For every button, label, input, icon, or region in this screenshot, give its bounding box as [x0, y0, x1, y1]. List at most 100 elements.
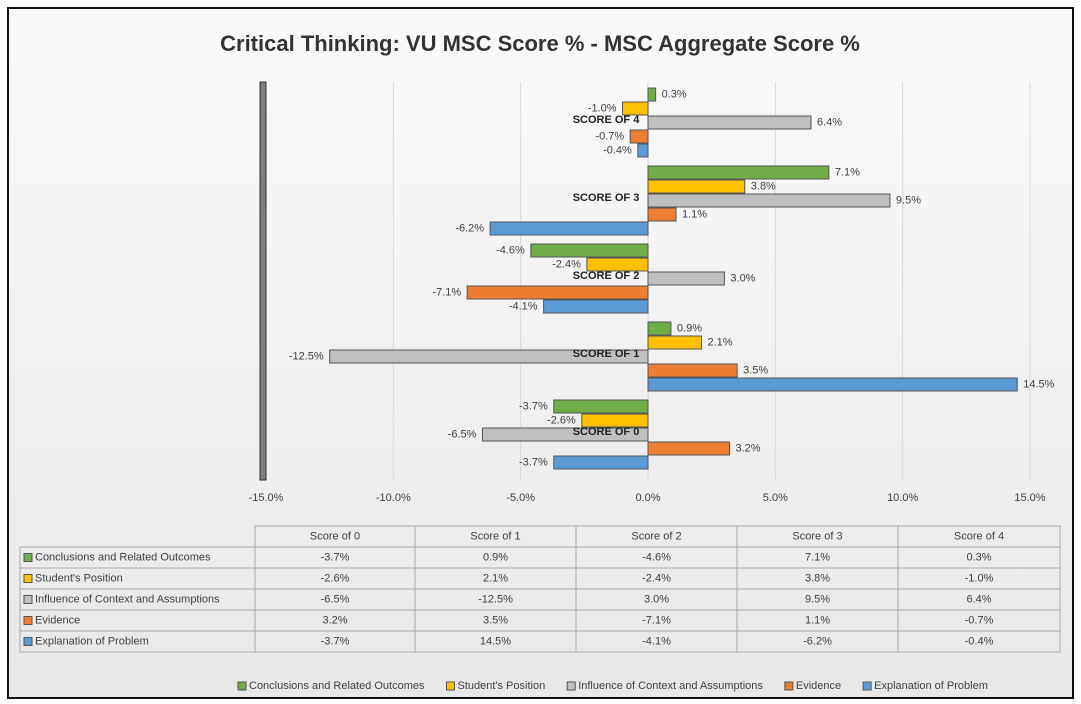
legend-key	[23, 616, 33, 625]
legend-label: Student's Position	[457, 680, 545, 692]
table-cell: -7.1%	[642, 614, 671, 626]
table-row-label: Conclusions and Related Outcomes	[35, 551, 211, 563]
value-label: 3.5%	[743, 364, 768, 376]
table-header: Score of 3	[792, 530, 842, 542]
value-label: -12.5%	[289, 350, 324, 362]
x-tick-label: 5.0%	[763, 492, 788, 504]
legend-key	[445, 681, 455, 691]
bar	[647, 335, 702, 350]
table-row-label: Influence of Context and Assumptions	[35, 593, 220, 605]
bar	[647, 207, 677, 222]
legend-key	[784, 681, 794, 691]
legend-key	[566, 681, 576, 691]
x-tick-label: -5.0%	[506, 492, 535, 504]
bar	[647, 193, 891, 208]
table-cell: -0.7%	[965, 614, 994, 626]
legend-label: Explanation of Problem	[874, 680, 988, 692]
value-label: 2.1%	[707, 336, 732, 348]
x-tick-label: 10.0%	[887, 492, 918, 504]
value-label: -0.4%	[603, 144, 632, 156]
bar	[466, 285, 649, 300]
table-cell: -4.1%	[642, 635, 671, 647]
value-label: 7.1%	[835, 166, 860, 178]
category-label: SCORE OF 4	[573, 114, 641, 126]
value-label: -4.1%	[509, 300, 538, 312]
bar	[553, 455, 649, 470]
value-label: 0.9%	[677, 322, 702, 334]
bar	[581, 413, 649, 428]
value-label: -2.4%	[552, 258, 581, 270]
value-label: 14.5%	[1023, 378, 1054, 390]
table-header: Score of 1	[470, 530, 520, 542]
bar	[647, 271, 725, 286]
bar	[543, 299, 649, 314]
bar	[647, 441, 730, 456]
table-border	[19, 546, 1061, 653]
bar	[329, 349, 649, 364]
table-cell: -6.5%	[321, 593, 350, 605]
bar	[586, 257, 649, 272]
legend-key	[237, 681, 247, 691]
value-label: -6.2%	[455, 222, 484, 234]
value-label: 0.3%	[662, 88, 687, 100]
table-cell: 7.1%	[805, 551, 830, 563]
bar	[647, 363, 738, 378]
table-cell: 9.5%	[805, 593, 830, 605]
bar	[489, 221, 649, 236]
bar	[647, 179, 746, 194]
table-cell: 14.5%	[480, 635, 511, 647]
value-label: -4.6%	[496, 244, 525, 256]
legend-label: Conclusions and Related Outcomes	[249, 680, 425, 692]
legend-key	[23, 553, 33, 562]
value-label: 9.5%	[896, 194, 921, 206]
table-cell: -12.5%	[478, 593, 513, 605]
bar	[481, 427, 649, 442]
table-cell: 3.5%	[483, 614, 508, 626]
value-label: -1.0%	[588, 102, 617, 114]
category-label: SCORE OF 3	[573, 192, 640, 204]
value-label: -3.7%	[519, 456, 548, 468]
value-label: -0.7%	[595, 130, 624, 142]
legend-label: Influence of Context and Assumptions	[578, 680, 763, 692]
x-tick-label: -10.0%	[376, 492, 411, 504]
value-label: -2.6%	[547, 414, 576, 426]
legend-key	[23, 595, 33, 604]
x-tick-label: 0.0%	[635, 492, 660, 504]
category-label: SCORE OF 1	[573, 348, 640, 360]
table-cell: 1.1%	[805, 614, 830, 626]
table-cell: -0.4%	[965, 635, 994, 647]
bar	[647, 377, 1018, 392]
legend-key	[23, 637, 33, 646]
table-cell: 0.3%	[966, 551, 991, 563]
value-label: -3.7%	[519, 400, 548, 412]
value-label: 3.0%	[730, 272, 755, 284]
table-cell: -2.4%	[642, 572, 671, 584]
legend-key	[862, 681, 872, 691]
category-label: SCORE OF 2	[573, 270, 640, 282]
table-cell: 0.9%	[483, 551, 508, 563]
bar	[647, 115, 812, 130]
legend-key	[23, 574, 33, 583]
table-cell: 3.0%	[644, 593, 669, 605]
legend-label: Evidence	[796, 680, 841, 692]
x-tick-label: -15.0%	[249, 492, 284, 504]
value-label: 6.4%	[817, 116, 842, 128]
value-label: -7.1%	[432, 286, 461, 298]
table-cell: 3.2%	[322, 614, 347, 626]
bar	[530, 243, 649, 258]
table-row-label: Student's Position	[35, 572, 123, 584]
table-cell: -4.6%	[642, 551, 671, 563]
table-cell: -3.7%	[321, 551, 350, 563]
table-cell: 3.8%	[805, 572, 830, 584]
table-header: Score of 4	[954, 530, 1004, 542]
bar	[622, 101, 649, 116]
table-cell: -6.2%	[803, 635, 832, 647]
value-label: 3.2%	[735, 442, 760, 454]
bar	[553, 399, 649, 414]
table-row-label: Evidence	[35, 614, 80, 626]
bar	[629, 129, 649, 144]
table-cell: 6.4%	[966, 593, 991, 605]
table-row-label: Explanation of Problem	[35, 635, 149, 647]
x-tick-label: 15.0%	[1014, 492, 1045, 504]
